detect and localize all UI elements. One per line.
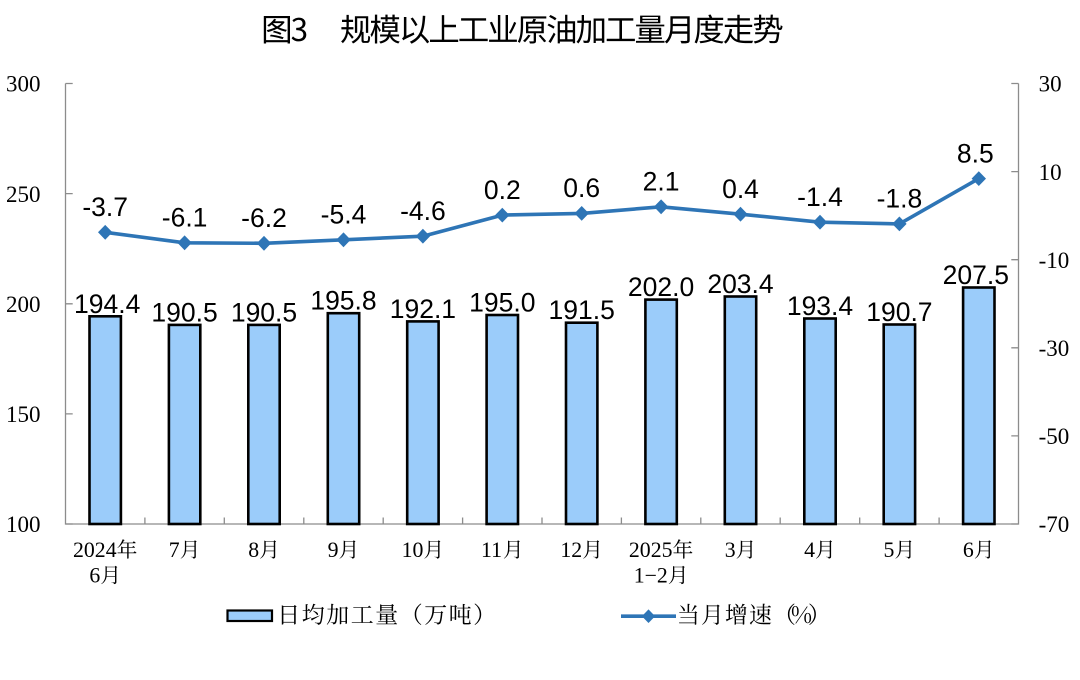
svg-text:7: 7 bbox=[169, 538, 180, 562]
svg-text:100: 100 bbox=[6, 512, 41, 537]
svg-text:-50: -50 bbox=[1039, 424, 1070, 449]
svg-text:300: 300 bbox=[6, 72, 41, 97]
svg-text:190.7: 190.7 bbox=[866, 297, 932, 327]
svg-text:10: 10 bbox=[402, 538, 424, 562]
svg-text:203.4: 203.4 bbox=[707, 269, 773, 299]
svg-text:195.8: 195.8 bbox=[310, 286, 376, 316]
svg-text:6: 6 bbox=[89, 564, 100, 588]
svg-text:10: 10 bbox=[1039, 160, 1062, 185]
svg-text:30: 30 bbox=[1039, 72, 1062, 97]
svg-text:195.0: 195.0 bbox=[469, 288, 535, 318]
svg-text:0.6: 0.6 bbox=[563, 173, 600, 203]
svg-text:-6.2: -6.2 bbox=[241, 203, 287, 233]
svg-text:4: 4 bbox=[804, 538, 815, 562]
svg-text:2.1: 2.1 bbox=[643, 167, 680, 197]
svg-text:2025: 2025 bbox=[629, 538, 673, 562]
svg-text:1−2: 1−2 bbox=[634, 564, 668, 588]
svg-text:6: 6 bbox=[963, 538, 974, 562]
svg-text:0.2: 0.2 bbox=[484, 175, 521, 205]
svg-text:150: 150 bbox=[6, 402, 41, 427]
svg-text:8.5: 8.5 bbox=[957, 138, 994, 168]
svg-text:11: 11 bbox=[481, 538, 502, 562]
svg-text:190.5: 190.5 bbox=[231, 297, 297, 327]
svg-text:3: 3 bbox=[725, 538, 736, 562]
svg-text:-30: -30 bbox=[1039, 336, 1070, 361]
svg-text:-4.6: -4.6 bbox=[400, 196, 446, 226]
svg-text:8: 8 bbox=[248, 538, 259, 562]
svg-text:-3.7: -3.7 bbox=[82, 192, 128, 222]
svg-text:190.5: 190.5 bbox=[151, 297, 217, 327]
svg-text:-1.8: -1.8 bbox=[877, 184, 923, 214]
svg-text:193.4: 193.4 bbox=[787, 291, 853, 321]
svg-text:194.4: 194.4 bbox=[74, 289, 140, 319]
svg-text:250: 250 bbox=[6, 182, 41, 207]
svg-text:9: 9 bbox=[328, 538, 339, 562]
svg-text:-70: -70 bbox=[1039, 512, 1070, 537]
svg-text:192.1: 192.1 bbox=[390, 294, 456, 324]
svg-text:191.5: 191.5 bbox=[549, 295, 615, 325]
svg-text:-6.1: -6.1 bbox=[162, 203, 208, 233]
svg-text:-5.4: -5.4 bbox=[321, 200, 367, 230]
svg-text:2024: 2024 bbox=[73, 538, 117, 562]
svg-text:200: 200 bbox=[6, 292, 41, 317]
svg-text:-10: -10 bbox=[1039, 248, 1070, 273]
svg-text:0.4: 0.4 bbox=[722, 174, 759, 204]
svg-text:5: 5 bbox=[884, 538, 895, 562]
svg-text:202.0: 202.0 bbox=[628, 272, 694, 302]
svg-text:-1.4: -1.4 bbox=[797, 182, 843, 212]
svg-text:12: 12 bbox=[560, 538, 582, 562]
svg-text:207.5: 207.5 bbox=[943, 260, 1009, 290]
